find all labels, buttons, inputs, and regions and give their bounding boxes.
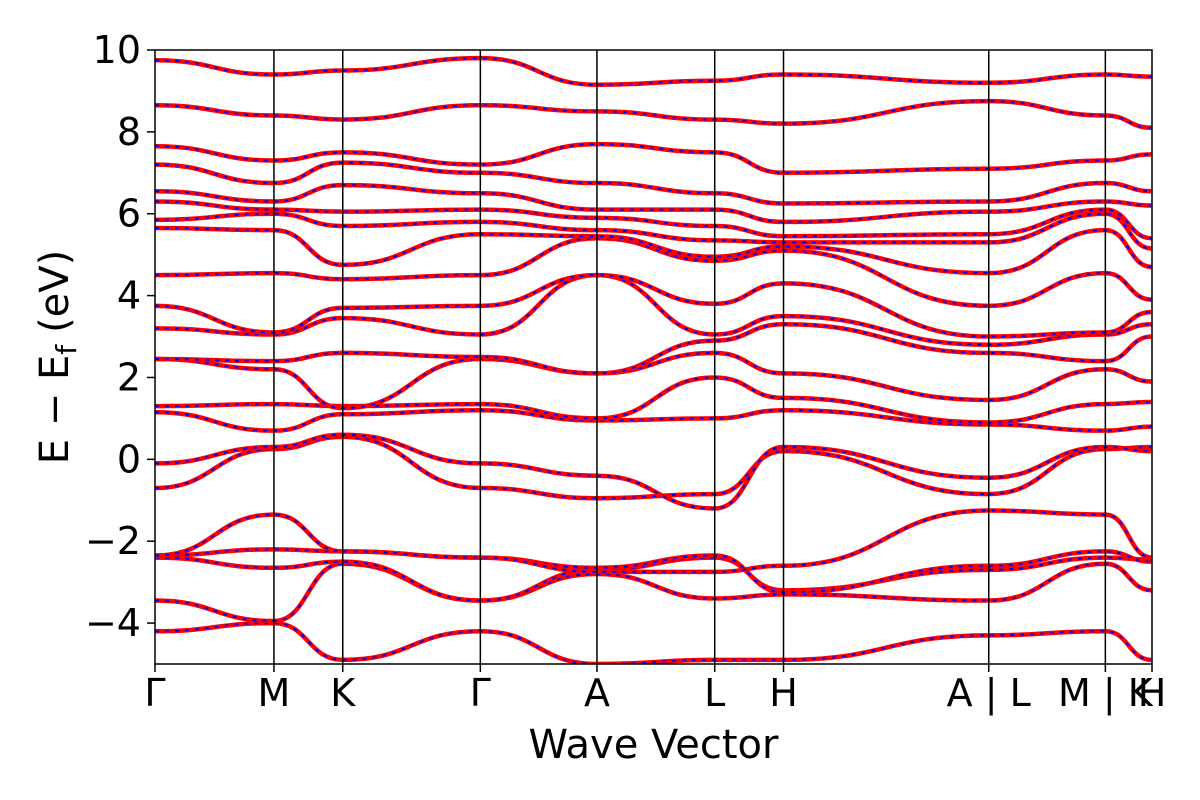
plot-frame [154, 49, 1153, 665]
y-tick-label: 0 [117, 437, 141, 481]
x-tick-label: M | K [1058, 671, 1154, 716]
band-line-dashed-3 [155, 548, 1152, 594]
band-line-dashed-19 [155, 143, 1152, 174]
x-tick-label: A [584, 671, 610, 715]
y-tick-label: −4 [85, 601, 141, 645]
y-tick-label: 6 [117, 192, 141, 236]
band-line-21 [155, 55, 1152, 88]
band-line-0 [155, 620, 1152, 664]
band-line-15 [155, 211, 1152, 251]
band-line-7 [155, 407, 1152, 433]
y-tick-label: 2 [117, 355, 141, 399]
x-tick-label: M [258, 671, 291, 715]
y-tick-label: 10 [93, 28, 141, 72]
x-tick-label: K [330, 671, 356, 715]
y-tick-label: 8 [117, 110, 141, 154]
y-axis-label-main: E − E [32, 355, 78, 465]
x-axis-label: Wave Vector [529, 722, 780, 768]
y-axis-label-subscript: f [50, 344, 83, 355]
band-line-dashed-12 [155, 274, 1152, 338]
y-axis-label: E − Ef (eV) [32, 250, 83, 465]
x-tick-label: Γ [470, 671, 491, 715]
y-tick-label: −2 [85, 519, 141, 563]
band-line-dashed-6 [155, 433, 1152, 510]
band-line-18 [155, 160, 1152, 206]
y-axis-label-unit: (eV) [32, 250, 78, 333]
band-line-dashed-17 [155, 184, 1152, 223]
band-line-dashed-13 [155, 237, 1152, 307]
y-axis: −4 −2 0 2 4 6 8 10 [85, 28, 155, 645]
band-line-10 [155, 322, 1152, 376]
x-tick-label: L [704, 671, 725, 715]
kpoint-lines [273, 50, 1107, 664]
band-line-dashed-4 [155, 509, 1152, 573]
band-line-1 [155, 561, 1152, 624]
band-line-dashed-8 [155, 376, 1152, 424]
band-line-dashed-16 [155, 200, 1152, 240]
x-tick-label: A | L [947, 671, 1031, 716]
band-line-dashed-20 [155, 100, 1152, 129]
x-tick-label: H [1138, 671, 1167, 715]
band-line-dashed-11 [155, 274, 1152, 346]
x-tick-label: Γ [144, 671, 165, 715]
band-line-dashed-9 [155, 351, 1152, 410]
band-line-14 [155, 225, 1152, 276]
x-tick-label: H [769, 671, 798, 715]
bands-layer [155, 55, 1152, 664]
band-line-dashed-0 [155, 622, 1152, 664]
y-tick-label: 4 [117, 274, 141, 318]
